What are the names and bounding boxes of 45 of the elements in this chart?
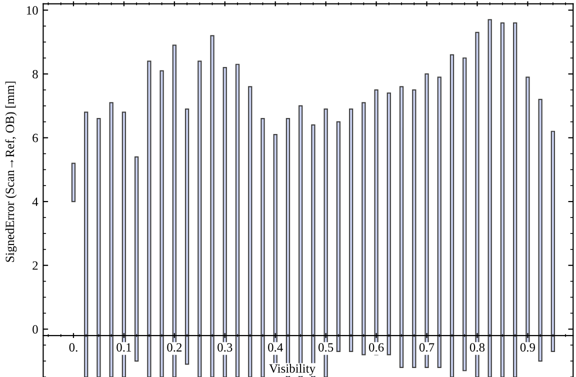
bar (450, 54, 454, 377)
bar (248, 86, 252, 377)
bar (210, 35, 214, 377)
x-tick-label: 0.1 (116, 343, 132, 352)
bar (260, 118, 265, 377)
bar (399, 86, 404, 368)
x-tick-label: 0.6 (368, 343, 384, 352)
y-tick-label: 2 (32, 261, 38, 270)
bar (96, 118, 101, 377)
bar (386, 92, 391, 356)
bar (336, 121, 341, 352)
x-tick-label: 0.8 (470, 343, 485, 352)
y-tick-label: 0 (32, 325, 38, 334)
bar (71, 162, 76, 202)
bar (513, 22, 518, 377)
x-tick-label: 0.4 (268, 343, 283, 352)
x-axis-title: Visibility (269, 364, 316, 376)
y-tick-label: 8 (32, 70, 38, 78)
y-tick-label: 6 (32, 134, 38, 142)
bar (500, 22, 505, 377)
bar (437, 76, 442, 368)
y-tick-label: 10 (26, 6, 38, 15)
bar (488, 19, 492, 377)
bar (550, 130, 555, 352)
bar (348, 108, 354, 352)
x-tick-label: 0.9 (520, 343, 535, 352)
bar (362, 102, 366, 356)
bar (412, 89, 416, 368)
y-tick-label: 4 (32, 198, 38, 206)
bar (538, 98, 542, 362)
x-tick-label: 0.2 (167, 343, 182, 352)
bar (198, 60, 202, 377)
bar (84, 112, 88, 377)
x-tick-label: 0.3 (218, 343, 232, 352)
bar (235, 64, 240, 377)
bar (147, 60, 152, 377)
x-tick-label: 0. (69, 343, 78, 352)
y-axis-title: SignedError (Scan→Ref, OB) [mm] (5, 82, 17, 262)
bar (109, 102, 114, 377)
bar (160, 70, 164, 377)
bar (184, 108, 190, 365)
x-tick-label: 0.5 (318, 343, 334, 352)
x-tick-label: 0.7 (419, 343, 434, 352)
bar (134, 156, 139, 362)
bar (462, 57, 467, 372)
